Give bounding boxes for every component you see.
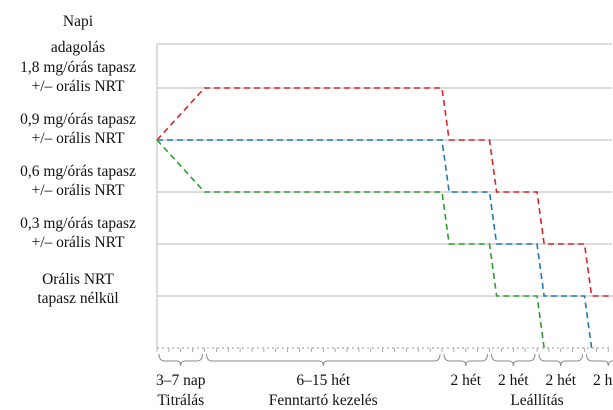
dose-level-line: +/– orális NRT — [31, 182, 125, 199]
dose-level-line: +/– orális NRT — [31, 130, 125, 147]
series-line — [157, 139, 593, 349]
phase-label: Titrálás — [157, 392, 204, 409]
x-segment-label: 2 hét — [545, 372, 576, 389]
y-title-line: Napi — [63, 13, 94, 30]
dose-level-line: Orális NRT — [42, 271, 114, 288]
dose-level-line: 0,3 mg/órás tapasz — [20, 215, 136, 232]
dose-level-label: 0,6 mg/órás tapasz +/– orális NRT — [20, 163, 136, 199]
dose-level-line: 1,8 mg/órás tapasz — [20, 59, 136, 76]
dose-level-line: +/– orális NRT — [31, 234, 125, 251]
x-segment-label: 6–15 hét — [296, 372, 351, 389]
segment-brace — [158, 353, 203, 367]
dose-level-line: 0,9 mg/órás tapasz — [20, 111, 136, 128]
dose-level-line: +/– orális NRT — [31, 78, 125, 95]
segment-brace — [491, 353, 536, 367]
series-lines — [156, 87, 613, 349]
dose-level-label: 0,3 mg/órás tapasz +/– orális NRT — [20, 215, 136, 251]
segment-brace — [443, 353, 488, 367]
dose-level-line: tapasz nélkül — [37, 290, 118, 307]
segment-brace — [538, 353, 583, 367]
dose-level-label: 1,8 mg/órás tapasz +/– orális NRT — [20, 59, 136, 95]
x-axis — [156, 347, 613, 367]
dose-level-label: Orális NRT tapasz nélkül — [37, 271, 118, 307]
dose-level-line: 0,6 mg/órás tapasz — [20, 163, 136, 180]
x-segment-label: 2 hét — [498, 372, 529, 389]
gridlines — [156, 43, 612, 348]
phase-label: Leállítás — [510, 392, 563, 409]
series-line — [156, 139, 545, 349]
y-title-line: adagolás — [51, 39, 105, 56]
x-segment-label: 3–7 nap — [156, 372, 206, 389]
dose-level-label: 0,9 mg/órás tapasz +/– orális NRT — [20, 111, 136, 147]
x-segment-label: 2 hét — [593, 372, 613, 389]
x-segment-labels: 3–7 nap 6–15 hét 2 hét 2 hét 2 hét 2 hét — [156, 372, 613, 389]
phase-labels: Titrálás Fenntartó kezelés Leállítás — [157, 392, 563, 409]
y-axis-title: Napi adagolás — [51, 13, 105, 56]
phase-label: Fenntartó kezelés — [269, 392, 378, 409]
segment-brace — [586, 353, 613, 367]
x-segment-label: 2 hét — [450, 372, 481, 389]
series-line — [156, 87, 613, 297]
segment-brace — [206, 353, 441, 367]
